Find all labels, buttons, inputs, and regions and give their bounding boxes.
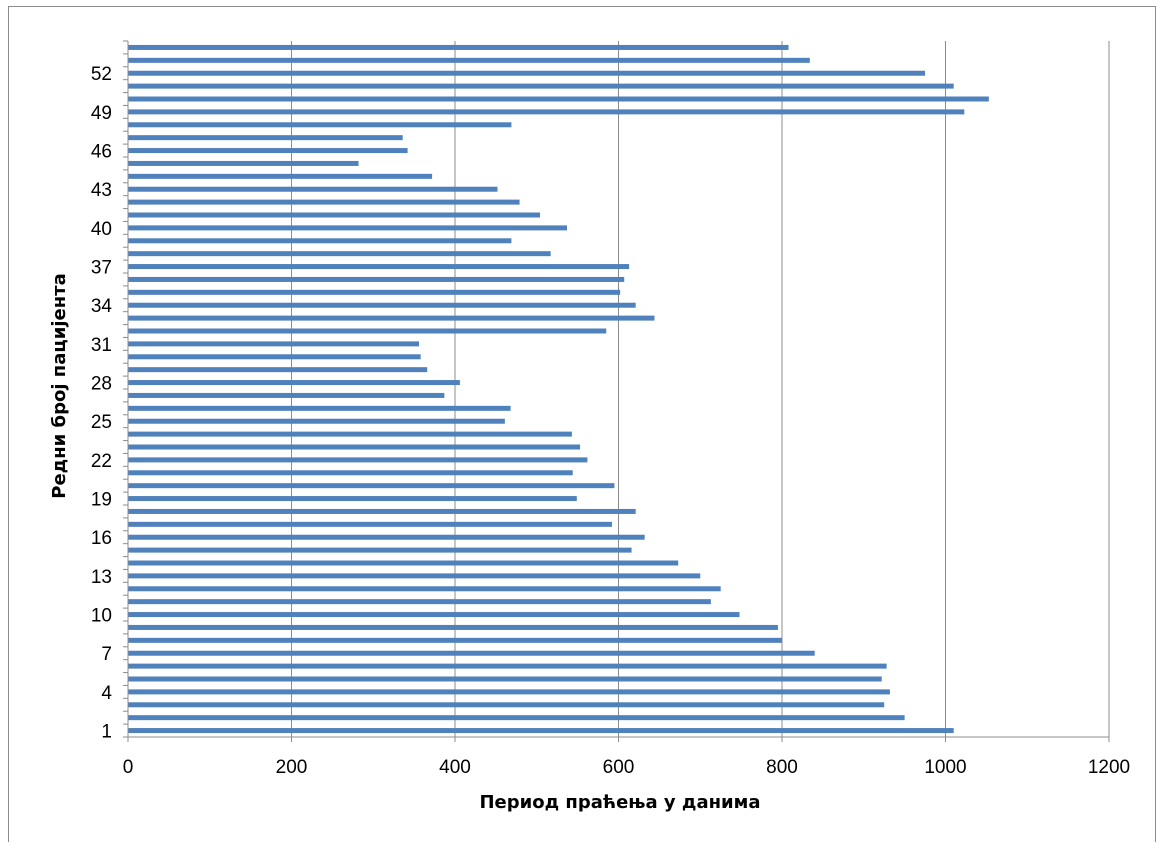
bar-patient-26 [128,405,511,411]
bar-patient-47 [128,135,403,141]
bar-patient-6 [128,663,887,669]
x-tick-label: 600 [603,757,635,778]
bar-patient-34 [128,302,636,308]
bar-patient-27 [128,392,445,398]
y-tick-label: 28 [91,374,112,395]
bar-patient-44 [128,173,433,179]
bar-patient-41 [128,212,541,218]
y-tick-label: 10 [91,606,112,627]
x-tick-labels: 0 200 400 600 800 1000 1200 [123,757,1130,778]
bars-group [128,44,989,734]
bar-patient-42 [128,199,520,205]
bar-patient-54 [128,44,789,50]
y-tick-label: 34 [91,296,113,317]
bar-patient-38 [128,251,551,257]
y-tick-label: 25 [91,412,112,433]
x-tick-label: 1000 [924,757,966,778]
bar-patient-4 [128,689,890,695]
bar-patient-20 [128,483,615,489]
y-tick-label: 4 [101,683,112,704]
bar-patient-22 [128,457,588,463]
y-tick-label: 1 [101,722,112,743]
gridlines [291,41,1110,737]
bar-patient-36 [128,276,625,282]
bar-patient-37 [128,264,630,270]
bar-patient-18 [128,508,636,514]
y-tick-label: 22 [91,451,112,472]
bar-patient-15 [128,547,632,553]
bar-patient-21 [128,470,573,476]
y-tick-label: 49 [91,103,112,124]
bar-patient-8 [128,637,782,643]
bar-patient-51 [128,83,954,89]
y-tick-label: 40 [91,219,112,240]
bar-patient-5 [128,676,882,682]
y-tick-label: 13 [91,567,112,588]
bar-patient-45 [128,160,359,166]
y-tick-label: 16 [91,528,112,549]
bar-patient-53 [128,57,810,63]
y-tick-label: 7 [101,644,112,665]
bar-patient-49 [128,109,965,115]
bar-patient-3 [128,702,885,708]
bar-patient-39 [128,238,512,244]
bar-patient-14 [128,560,679,566]
x-tick-label: 1200 [1088,757,1130,778]
y-tick-label: 19 [91,490,112,511]
y-tick-label: 37 [91,258,112,279]
y-tick-label: 52 [91,64,112,85]
chart-frame [8,6,1156,842]
bar-patient-46 [128,148,408,154]
x-axis-title: Период праћења у данима [479,792,760,813]
bar-patient-16 [128,534,645,540]
bar-patient-29 [128,367,428,373]
bar-patient-31 [128,341,420,347]
bar-patient-12 [128,586,721,592]
bar-patient-19 [128,496,577,502]
bar-patient-35 [128,289,621,295]
bar-patient-7 [128,650,815,656]
bar-patient-25 [128,418,505,424]
y-axis-title: Редни број пацијента [49,273,70,498]
bar-patient-11 [128,599,711,605]
bar-patient-23 [128,444,581,450]
y-tick-label: 31 [91,335,112,356]
axes [123,40,1110,742]
bar-patient-2 [128,715,905,721]
y-tick-label: 46 [91,142,112,163]
bar-patient-48 [128,122,512,128]
bar-patient-50 [128,96,989,102]
bar-patient-52 [128,70,926,76]
bar-patient-40 [128,225,567,231]
bar-patient-10 [128,612,740,618]
bar-patient-43 [128,186,498,192]
y-tick-label: 43 [91,180,112,201]
x-tick-label: 400 [439,757,471,778]
bar-patient-1 [128,728,954,734]
bar-patient-28 [128,380,460,386]
bar-patient-9 [128,624,778,630]
bar-patient-30 [128,354,421,360]
x-tick-label: 0 [123,757,134,778]
bar-patient-24 [128,431,572,437]
x-tick-label: 200 [276,757,308,778]
x-tick-label: 800 [766,757,798,778]
bar-patient-33 [128,315,655,321]
bar-patient-17 [128,521,612,527]
bar-patient-32 [128,328,607,334]
bar-patient-13 [128,573,701,579]
y-tick-labels: 1 4 7 10 13 16 19 22 25 28 31 34 37 40 43 46 49 52 [91,64,113,742]
